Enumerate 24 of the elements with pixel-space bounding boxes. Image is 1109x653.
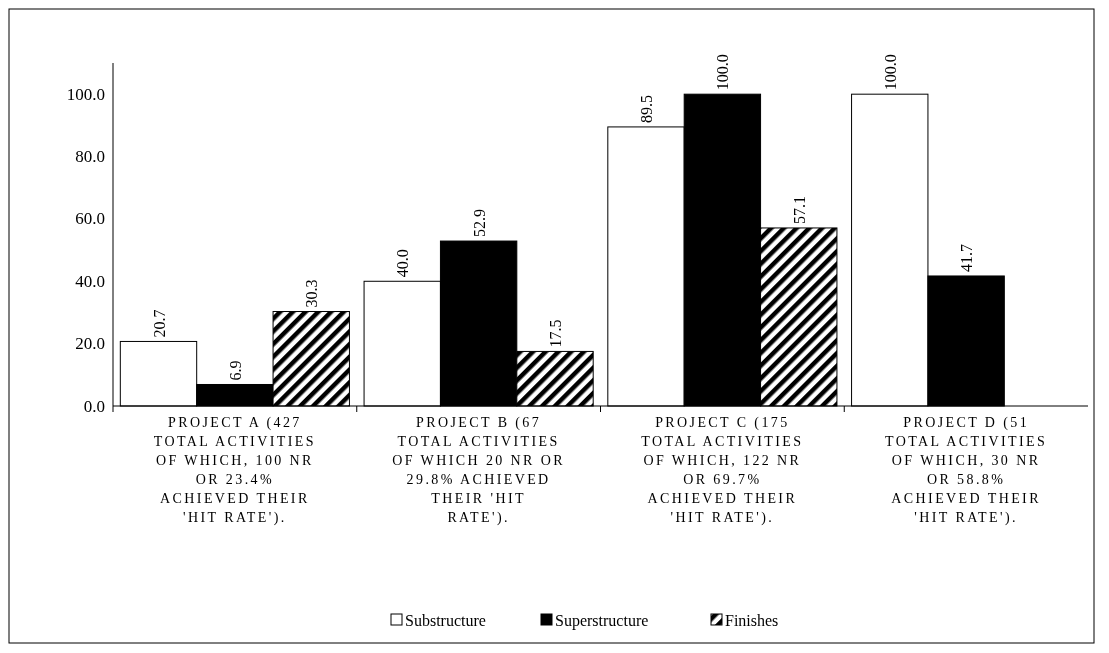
y-tick-label: 0.0 — [83, 396, 105, 416]
y-tick-label: 40.0 — [75, 271, 105, 291]
y-tick-label: 20.0 — [75, 334, 105, 354]
x-tick-label: PROJECT C (175 TOTAL ACTIVITIES OF WHICH, 122 NR OR 69.7% ACHIEVED THEIR 'HIT RATE'). — [641, 414, 804, 526]
x-tick-label: PROJECT D (51 TOTAL ACTIVITIES OF WHICH, 30 NR OR 58.8% ACHIEVED THEIR 'HIT RATE'). — [885, 414, 1048, 526]
data-label: 57.1 — [790, 195, 808, 224]
x-tick-label: PROJECT A (427 TOTAL ACTIVITIES OF WHICH, 100 NR OR 23.4% ACHIEVED THEIR 'HIT RATE'). — [153, 414, 316, 526]
y-tick-label: 100.0 — [66, 84, 105, 104]
data-label: 20.7 — [150, 309, 168, 338]
legend-label: Substructure — [405, 611, 486, 629]
y-tick-label: 60.0 — [75, 209, 105, 229]
legend-label: Superstructure — [555, 611, 649, 630]
data-label: 100.0 — [714, 54, 732, 91]
data-label: 6.9 — [226, 360, 244, 381]
data-label: 41.7 — [958, 243, 976, 272]
legend-label: Finishes — [725, 611, 779, 629]
data-label: 30.3 — [303, 279, 321, 308]
x-tick-label: PROJECT B (67 TOTAL ACTIVITIES OF WHICH 20 NR OR 29.8% ACHIEVED THEIR 'HIT RATE'). — [392, 414, 566, 526]
data-label: 40.0 — [394, 249, 412, 278]
data-label: 100.0 — [881, 54, 899, 91]
data-label: 89.5 — [638, 94, 655, 123]
data-label: 52.9 — [470, 209, 488, 238]
data-label: 17.5 — [547, 319, 564, 348]
y-tick-label: 80.0 — [75, 147, 105, 167]
